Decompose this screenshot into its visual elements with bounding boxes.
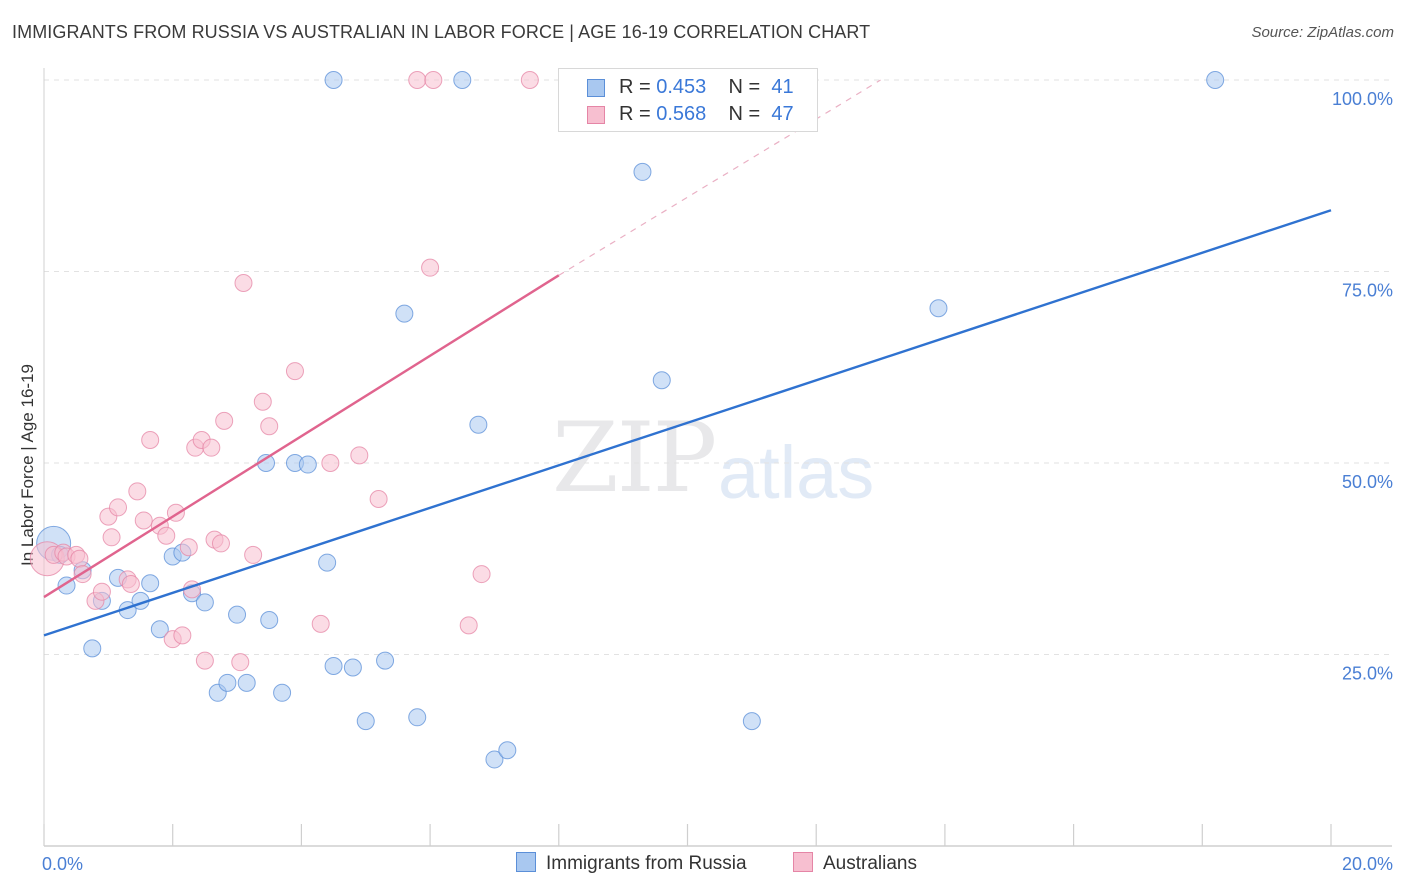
bottom-legend-australians: Australians xyxy=(793,852,917,875)
point-australians xyxy=(369,490,388,509)
point-russia xyxy=(260,611,279,630)
point-australians xyxy=(92,582,111,601)
legend-r-label: R = xyxy=(619,76,651,98)
bottom-legend-swatch-australians xyxy=(793,852,813,872)
legend-swatch-australians xyxy=(587,106,605,124)
point-russia xyxy=(395,304,414,323)
chart-title: IMMIGRANTS FROM RUSSIA VS AUSTRALIAN IN … xyxy=(12,22,871,42)
point-australians xyxy=(102,528,121,547)
point-russia xyxy=(356,712,375,731)
point-australians xyxy=(424,71,443,89)
bottom-legend-label-australians: Australians xyxy=(823,853,917,874)
y-tick-label: 25.0% xyxy=(1342,664,1393,684)
x-tick-label: 0.0% xyxy=(42,854,83,874)
point-australians xyxy=(244,545,263,564)
point-australians xyxy=(234,273,253,292)
point-russia xyxy=(83,639,102,658)
point-australians xyxy=(128,482,147,501)
point-australians xyxy=(421,258,440,277)
point-australians xyxy=(311,614,330,633)
y-tick-label: 100.0% xyxy=(1332,89,1393,109)
point-russia xyxy=(141,574,160,593)
point-russia xyxy=(633,162,652,181)
point-australians xyxy=(350,446,369,465)
point-russia xyxy=(195,593,214,612)
point-australians xyxy=(472,565,491,584)
trendline-australians xyxy=(43,274,560,599)
point-australians xyxy=(134,511,153,530)
point-russia xyxy=(324,656,343,675)
legend-r-value: 0.453 xyxy=(656,76,707,98)
point-russia xyxy=(273,683,292,702)
stats-legend: R = 0.453 N = 41 R = 0.568 N = 47 xyxy=(558,68,818,132)
point-russia xyxy=(408,708,427,727)
chart-source: Source: ZipAtlas.com xyxy=(1251,24,1394,41)
legend-r-value: 0.568 xyxy=(656,103,707,125)
point-australians xyxy=(260,417,279,436)
point-australians xyxy=(179,538,198,557)
legend-n-value: 47 xyxy=(771,103,794,125)
y-tick-label: 75.0% xyxy=(1342,281,1393,301)
watermark-atlas: atlas xyxy=(718,431,875,514)
point-australians xyxy=(215,411,234,430)
bottom-legend-swatch-russia xyxy=(516,852,536,872)
point-australians xyxy=(285,362,304,381)
point-australians xyxy=(202,438,221,457)
point-australians xyxy=(109,498,128,517)
point-russia xyxy=(498,741,517,760)
point-russia xyxy=(929,299,948,318)
point-russia xyxy=(218,673,237,692)
point-russia xyxy=(376,651,395,670)
point-russia xyxy=(742,712,761,731)
legend-r-label: R = xyxy=(619,103,651,125)
point-russia xyxy=(1206,71,1225,89)
x-tick-label: 20.0% xyxy=(1342,854,1393,874)
point-australians xyxy=(211,534,230,553)
point-russia xyxy=(324,71,343,89)
point-australians xyxy=(121,575,140,594)
point-russia xyxy=(237,673,256,692)
point-australians xyxy=(520,71,539,89)
point-russia xyxy=(453,71,472,89)
point-russia xyxy=(150,620,169,639)
trendline-australians-extension xyxy=(558,79,881,276)
point-russia xyxy=(298,455,317,474)
legend-n-label: N = xyxy=(728,103,761,125)
bottom-legend-russia: Immigrants from Russia xyxy=(516,852,747,875)
trendline-russia xyxy=(43,209,1332,637)
point-russia xyxy=(228,605,247,624)
point-australians xyxy=(195,651,214,670)
y-tick-label: 50.0% xyxy=(1342,472,1393,492)
point-russia xyxy=(652,371,671,390)
legend-n-label: N = xyxy=(728,76,761,98)
bottom-legend-label-russia: Immigrants from Russia xyxy=(546,853,747,874)
point-australians xyxy=(459,616,478,635)
point-australians xyxy=(408,71,427,89)
point-russia xyxy=(469,415,488,434)
point-australians xyxy=(253,392,272,411)
point-russia xyxy=(343,658,362,677)
legend-n-value: 41 xyxy=(771,76,794,98)
point-australians xyxy=(231,653,250,672)
point-australians xyxy=(70,549,89,568)
legend-swatch-russia xyxy=(587,79,605,97)
point-australians xyxy=(173,626,192,645)
point-australians xyxy=(321,454,340,472)
point-russia xyxy=(318,553,337,572)
point-australians xyxy=(141,431,160,450)
point-australians xyxy=(157,526,176,545)
point-russia xyxy=(485,750,504,769)
